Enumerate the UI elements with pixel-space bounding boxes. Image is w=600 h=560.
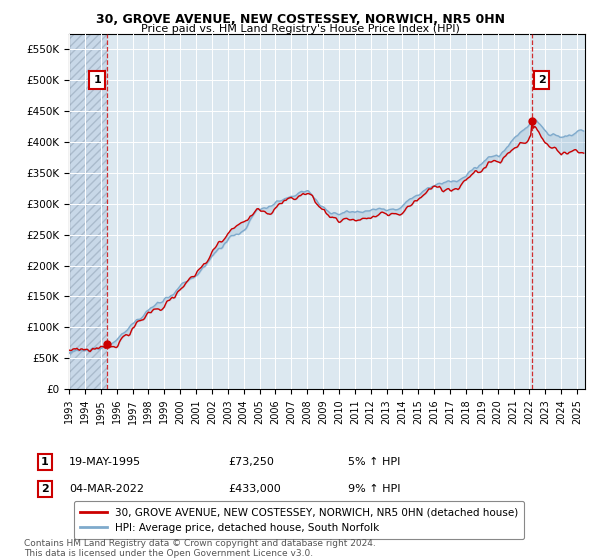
Text: 5% ↑ HPI: 5% ↑ HPI <box>348 457 400 467</box>
Text: 19-MAY-1995: 19-MAY-1995 <box>69 457 141 467</box>
Text: £433,000: £433,000 <box>228 484 281 494</box>
Text: 04-MAR-2022: 04-MAR-2022 <box>69 484 144 494</box>
Text: 2: 2 <box>538 75 545 85</box>
Text: 30, GROVE AVENUE, NEW COSTESSEY, NORWICH, NR5 0HN: 30, GROVE AVENUE, NEW COSTESSEY, NORWICH… <box>95 13 505 26</box>
Text: 9% ↑ HPI: 9% ↑ HPI <box>348 484 401 494</box>
Text: Contains HM Land Registry data © Crown copyright and database right 2024.
This d: Contains HM Land Registry data © Crown c… <box>24 539 376 558</box>
Bar <box>69 34 107 389</box>
Text: £73,250: £73,250 <box>228 457 274 467</box>
Text: 1: 1 <box>94 75 101 85</box>
Text: Price paid vs. HM Land Registry's House Price Index (HPI): Price paid vs. HM Land Registry's House … <box>140 24 460 34</box>
Text: 2: 2 <box>41 484 49 494</box>
Text: 1: 1 <box>41 457 49 467</box>
Legend: 30, GROVE AVENUE, NEW COSTESSEY, NORWICH, NR5 0HN (detached house), HPI: Average: 30, GROVE AVENUE, NEW COSTESSEY, NORWICH… <box>74 501 524 539</box>
